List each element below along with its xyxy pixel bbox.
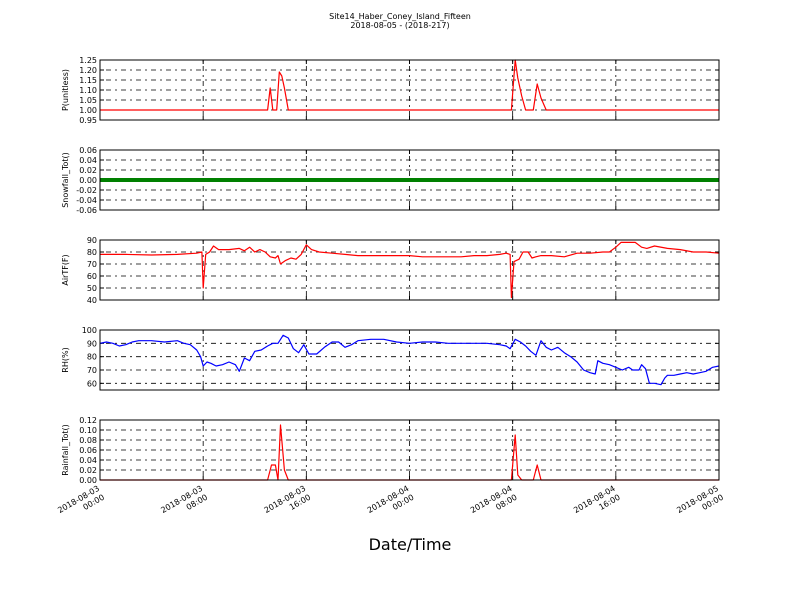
y-tick-label: 0.08	[79, 436, 97, 445]
series-line	[100, 241, 720, 299]
chart-subtitle: 2018-08-05 - (2018-217)	[350, 21, 449, 30]
y-tick-label: 50	[87, 284, 97, 293]
y-tick-label: 70	[87, 366, 97, 375]
panel-2: -0.06-0.04-0.020.000.020.040.06 Snowfall_…	[61, 146, 720, 215]
y-tick-label: 0.06	[79, 446, 97, 455]
y-tick-label: 1.25	[79, 56, 97, 65]
panel-3: 40 50 60 70 80 90 AirTF(F)	[61, 236, 720, 305]
y-axis-label: P(unitless)	[61, 69, 70, 111]
y-tick-label: 1.00	[79, 106, 97, 115]
series-line	[99, 334, 720, 386]
y-tick-label: 90	[87, 236, 97, 245]
y-tick-label: -0.02	[76, 186, 97, 195]
y-tick-label: 60	[87, 272, 97, 281]
panels: 0.951.001.051.101.151.201.25 P(unitless) -…	[56, 56, 725, 515]
y-tick-label: 0.10	[79, 426, 97, 435]
y-tick-label: 40	[87, 296, 97, 305]
y-tick-label: 1.10	[79, 86, 97, 95]
y-tick-label: 90	[87, 339, 97, 348]
y-tick-label: 0.02	[79, 166, 97, 175]
y-axis-label: Snowfall_Tot()	[61, 152, 70, 208]
y-tick-label: 80	[87, 353, 97, 362]
series-line	[100, 59, 719, 111]
y-tick-label: 0.12	[79, 416, 97, 425]
y-axis-label: Rainfall_Tot()	[61, 424, 70, 476]
x-axis-label: Date/Time	[369, 535, 452, 554]
y-tick-label: 0.00	[79, 476, 97, 485]
chart-title: Site14_Haber_Coney_Island_Fifteen	[329, 12, 471, 21]
y-tick-label: 0.00	[79, 176, 97, 185]
y-tick-label: 60	[87, 379, 97, 388]
y-tick-label: 80	[87, 248, 97, 257]
y-tick-label: 0.04	[79, 456, 97, 465]
y-tick-label: 1.20	[79, 66, 97, 75]
axes-frame	[99, 239, 720, 301]
axes-frame	[99, 59, 720, 121]
panel-1: 0.951.001.051.101.151.201.25 P(unitless)	[61, 56, 720, 125]
axes-frame	[99, 329, 720, 391]
y-tick-label: 1.05	[79, 96, 97, 105]
y-tick-label: 0.02	[79, 466, 97, 475]
y-axis-label: AirTF(F)	[61, 254, 70, 285]
axes-frame	[99, 149, 720, 211]
y-tick-label: 0.06	[79, 146, 97, 155]
y-tick-label: -0.04	[76, 196, 97, 205]
y-tick-label: 100	[82, 326, 97, 335]
y-tick-label: 70	[87, 260, 97, 269]
axes-frame	[99, 419, 720, 481]
y-tick-label: 0.04	[79, 156, 97, 165]
y-tick-label: 0.95	[79, 116, 97, 125]
y-axis-label: RH(%)	[61, 347, 70, 372]
panel-4: 60 70 80 90 100 RH(%)	[61, 326, 720, 391]
y-tick-label: 1.15	[79, 76, 97, 85]
panel-5: 0.000.020.040.060.080.100.12 Rainfall_Tot…	[61, 416, 720, 485]
y-tick-label: -0.06	[76, 206, 97, 215]
